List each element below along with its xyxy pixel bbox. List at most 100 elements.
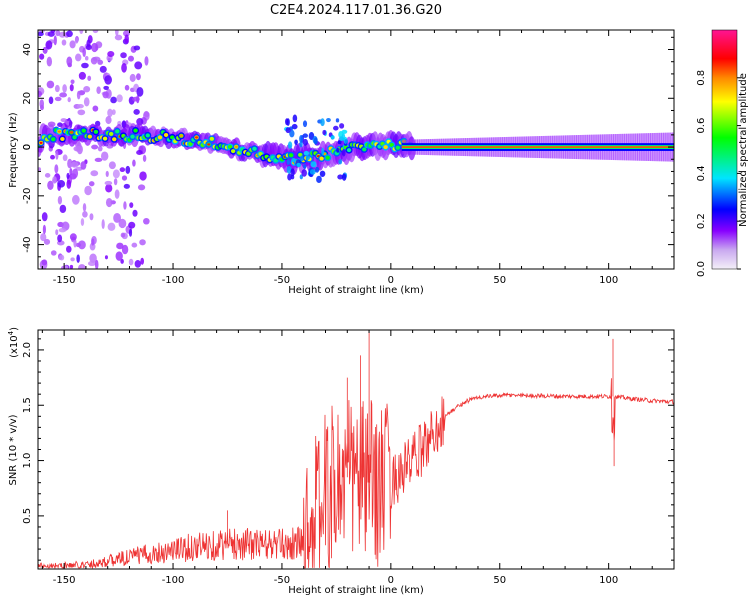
heatmap-cell — [66, 172, 70, 179]
heatmap-cell — [290, 174, 295, 180]
heatmap-cell — [338, 159, 343, 165]
heatmap-cell — [46, 80, 55, 89]
heatmap-cell — [84, 185, 92, 196]
heatmap-cell — [129, 73, 136, 82]
snr-ticks: -150 -100 -50 0 50 100 0.5 1.0 1.5 2.0 — [22, 330, 675, 586]
heatmap-cell — [344, 139, 349, 144]
y-tick-label: 0.5 — [22, 508, 33, 524]
heatmap-cell — [313, 137, 318, 145]
heatmap-cell — [139, 171, 147, 181]
heatmap-cell — [87, 260, 96, 267]
heatmap-cell — [341, 129, 348, 134]
heatmap-cell — [62, 154, 68, 162]
heatmap-cell — [258, 151, 263, 156]
figure-title: C2E4.2024.117.01.36.G20 — [270, 3, 442, 18]
heatmap-cell — [111, 109, 116, 115]
heatmap-cell — [61, 39, 67, 46]
heatmap-cell — [401, 146, 674, 148]
heatmap-cell — [341, 148, 346, 157]
colorbar-label: Normalized spectral amplitude — [738, 73, 749, 227]
heatmap-cell — [320, 118, 325, 127]
x-tick-label: 0 — [388, 575, 394, 586]
heatmap-cell — [104, 180, 113, 186]
heatmap-cell — [163, 133, 169, 138]
heatmap-cell — [84, 55, 89, 61]
heatmap-cell — [104, 75, 112, 85]
heatmap-cell — [82, 203, 87, 212]
heatmap-cell — [132, 96, 140, 102]
y-tick-label: 1.0 — [22, 453, 33, 469]
heatmap-cell — [105, 184, 113, 193]
spectrogram-frame — [37, 29, 675, 270]
colorbar-ticks: 0.0 0.2 0.4 0.6 0.8 — [696, 70, 741, 277]
x-tick-label: 100 — [599, 275, 618, 286]
heatmap-cell — [115, 129, 120, 134]
heatmap-cell — [101, 219, 105, 230]
heatmap-cell — [78, 240, 86, 250]
heatmap-cell — [133, 109, 140, 115]
heatmap-cell — [294, 139, 298, 145]
heatmap-cell — [322, 129, 327, 136]
heatmap-cell — [137, 184, 146, 191]
y-tick-label: 1.5 — [22, 397, 33, 413]
heatmap-cell — [83, 85, 91, 93]
heatmap-cell — [67, 158, 73, 169]
heatmap-cell — [75, 145, 82, 153]
heatmap-cell — [55, 229, 59, 236]
heatmap-cell — [346, 148, 352, 153]
heatmap-cell — [38, 90, 42, 98]
heatmap-cell — [70, 79, 75, 85]
heatmap-cell — [48, 96, 54, 105]
heatmap-cell — [302, 133, 308, 138]
heatmap-cell — [325, 155, 330, 160]
svg-text:(x104): (x104) — [7, 327, 20, 358]
x-tick-label: 0 — [388, 275, 394, 286]
heatmap-cell — [91, 238, 95, 246]
heatmap-cell — [305, 155, 311, 161]
heatmap-cell — [287, 141, 293, 149]
x-tick-label: -50 — [274, 575, 290, 586]
heatmap-cell — [67, 97, 71, 103]
heatmap-cell — [299, 135, 304, 143]
heatmap-cell — [41, 259, 48, 266]
heatmap-cell — [121, 175, 128, 181]
heatmap-cell — [302, 120, 308, 128]
heatmap-cell — [133, 45, 141, 51]
heatmap-cell — [132, 159, 136, 167]
heatmap-cell — [120, 52, 127, 59]
x-tick-label: -50 — [274, 275, 290, 286]
heatmap-cell — [292, 114, 298, 123]
snr-frame — [37, 329, 675, 570]
colorbar-tick-label: 0.4 — [696, 165, 707, 181]
heatmap-cell — [76, 104, 84, 109]
heatmap-cell — [97, 59, 104, 65]
heatmap-cell — [57, 195, 63, 205]
heatmap-cell — [53, 35, 57, 46]
heatmap-cell — [132, 209, 138, 217]
heatmap-cell — [75, 166, 83, 171]
heatmap-cell — [78, 71, 86, 80]
heatmap-cell — [59, 204, 67, 214]
heatmap-cell — [54, 96, 62, 102]
heatmap-cell — [39, 141, 43, 144]
heatmap-cell — [113, 178, 118, 186]
heatmap-cell — [39, 99, 45, 109]
heatmap-cell — [129, 202, 134, 209]
heatmap-cell — [339, 136, 345, 141]
heatmap-cell — [81, 128, 86, 133]
heatmap-cell — [121, 244, 129, 255]
heatmap-cell — [89, 242, 96, 251]
heatmap-cell — [107, 222, 116, 231]
heatmap-cell — [341, 173, 347, 181]
heatmap-cell — [116, 242, 124, 250]
heatmap-cell — [69, 264, 74, 269]
heatmap-cell — [108, 161, 116, 170]
spectrogram-xlabel: Height of straight line (km) — [288, 285, 424, 296]
heatmap-cell — [326, 117, 331, 123]
heatmap-cell — [50, 250, 57, 256]
heatmap-cell — [136, 73, 141, 81]
heatmap-cell — [157, 135, 163, 140]
colorbar-tick-label: 0.6 — [696, 118, 707, 134]
heatmap-cell — [339, 123, 345, 129]
